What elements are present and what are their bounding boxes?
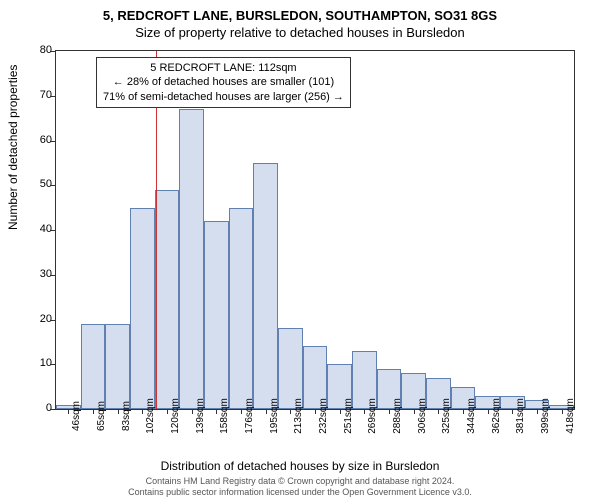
x-axis-label: Distribution of detached houses by size … <box>0 459 600 473</box>
x-tick-label: 381sqm <box>515 398 526 434</box>
y-tick-label: 50 <box>40 178 52 190</box>
x-tick-label: 362sqm <box>491 398 502 434</box>
histogram-chart: 5 REDCROFT LANE: 112sqm ← 28% of detache… <box>55 50 575 410</box>
annotation-line2: ← 28% of detached houses are smaller (10… <box>103 75 344 89</box>
x-tick-label: 325sqm <box>441 398 452 434</box>
x-tick-label: 288sqm <box>392 398 403 434</box>
x-tick-label: 418sqm <box>565 398 576 434</box>
histogram-bar <box>130 208 155 409</box>
x-tick-label: 195sqm <box>269 398 280 434</box>
y-tick-label: 10 <box>40 357 52 369</box>
y-tick-label: 70 <box>40 89 52 101</box>
y-tick-label: 80 <box>40 44 52 56</box>
histogram-bar <box>105 324 130 409</box>
x-tick-label: 83sqm <box>121 401 132 431</box>
page-subtitle: Size of property relative to detached ho… <box>0 23 600 40</box>
x-tick-label: 120sqm <box>170 398 181 434</box>
x-tick-label: 46sqm <box>71 401 82 431</box>
histogram-bar <box>278 328 303 409</box>
y-tick-label: 60 <box>40 134 52 146</box>
histogram-bar <box>253 163 278 409</box>
x-tick-label: 306sqm <box>417 398 428 434</box>
x-tick-label: 269sqm <box>367 398 378 434</box>
histogram-bar <box>204 221 229 409</box>
y-tick-label: 30 <box>40 268 52 280</box>
x-tick-label: 232sqm <box>318 398 329 434</box>
x-tick-label: 102sqm <box>145 398 156 434</box>
histogram-bar <box>81 324 106 409</box>
y-tick-label: 20 <box>40 313 52 325</box>
footer-line1: Contains HM Land Registry data © Crown c… <box>0 476 600 487</box>
x-tick-label: 158sqm <box>219 398 230 434</box>
annotation-line1: 5 REDCROFT LANE: 112sqm <box>103 61 344 75</box>
annotation-box: 5 REDCROFT LANE: 112sqm ← 28% of detache… <box>96 57 351 108</box>
y-axis-label: Number of detached properties <box>6 65 20 230</box>
footer-line2: Contains public sector information licen… <box>0 487 600 498</box>
x-tick-label: 65sqm <box>96 401 107 431</box>
x-tick-label: 213sqm <box>293 398 304 434</box>
histogram-bar <box>155 190 180 409</box>
annotation-line3: 71% of semi-detached houses are larger (… <box>103 90 344 104</box>
x-tick-label: 139sqm <box>195 398 206 434</box>
page-title: 5, REDCROFT LANE, BURSLEDON, SOUTHAMPTON… <box>0 0 600 23</box>
y-tick-label: 40 <box>40 223 52 235</box>
x-tick-label: 399sqm <box>540 398 551 434</box>
x-tick-label: 176sqm <box>244 398 255 434</box>
footer-attribution: Contains HM Land Registry data © Crown c… <box>0 476 600 498</box>
x-tick-label: 344sqm <box>466 398 477 434</box>
x-tick-label: 251sqm <box>343 398 354 434</box>
histogram-bar <box>179 109 204 409</box>
histogram-bar <box>229 208 254 409</box>
y-tick-label: 0 <box>46 402 52 414</box>
